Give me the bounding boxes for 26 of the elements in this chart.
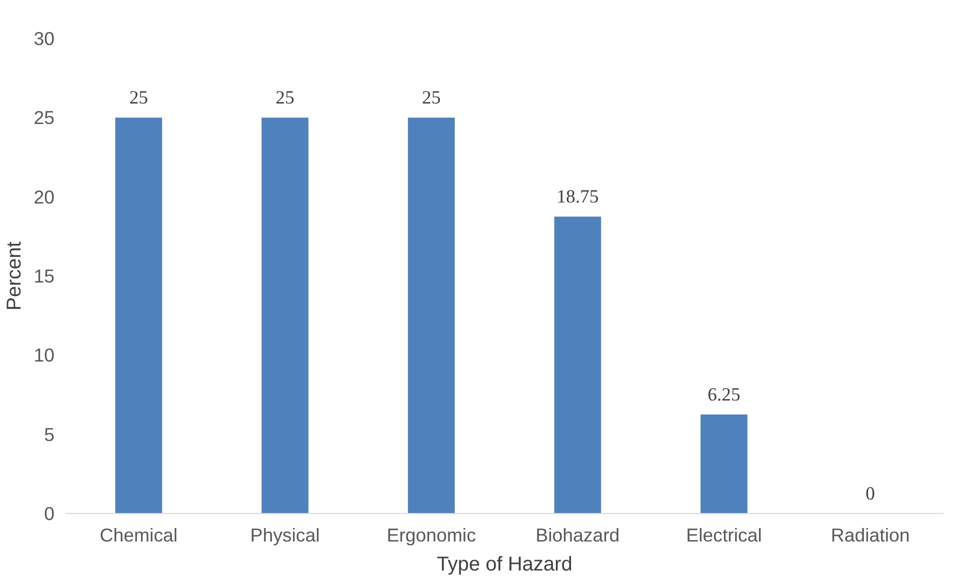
x-tick-label: Chemical bbox=[100, 524, 178, 546]
x-axis-title: Type of Hazard bbox=[436, 554, 572, 576]
x-tick-label: Electrical bbox=[686, 524, 762, 546]
bar bbox=[262, 118, 308, 514]
bar bbox=[554, 216, 602, 514]
y-tick-label: 5 bbox=[44, 424, 55, 445]
data-label: 0 bbox=[866, 484, 875, 504]
data-label: 6.25 bbox=[708, 384, 740, 406]
y-tick-label: 30 bbox=[34, 28, 55, 49]
y-axis-title: Percent bbox=[4, 241, 26, 310]
data-label: 25 bbox=[422, 88, 441, 109]
x-tick-label: Radiation bbox=[830, 524, 910, 546]
y-tick-label: 25 bbox=[34, 107, 55, 128]
bar bbox=[408, 118, 455, 514]
y-tick-label: 15 bbox=[34, 266, 55, 286]
bar bbox=[115, 118, 162, 514]
y-tick-label: 20 bbox=[34, 186, 55, 208]
data-label: 25 bbox=[129, 88, 148, 109]
y-tick-label: 10 bbox=[34, 344, 55, 366]
x-tick-label: Ergonomic bbox=[386, 524, 476, 546]
x-tick-label: Physical bbox=[250, 524, 320, 546]
x-tick-label: Biohazard bbox=[536, 524, 620, 546]
y-tick-label: 0 bbox=[44, 503, 55, 524]
data-label: 25 bbox=[276, 88, 294, 109]
data-label: 18.75 bbox=[556, 186, 599, 208]
bar bbox=[700, 414, 748, 514]
